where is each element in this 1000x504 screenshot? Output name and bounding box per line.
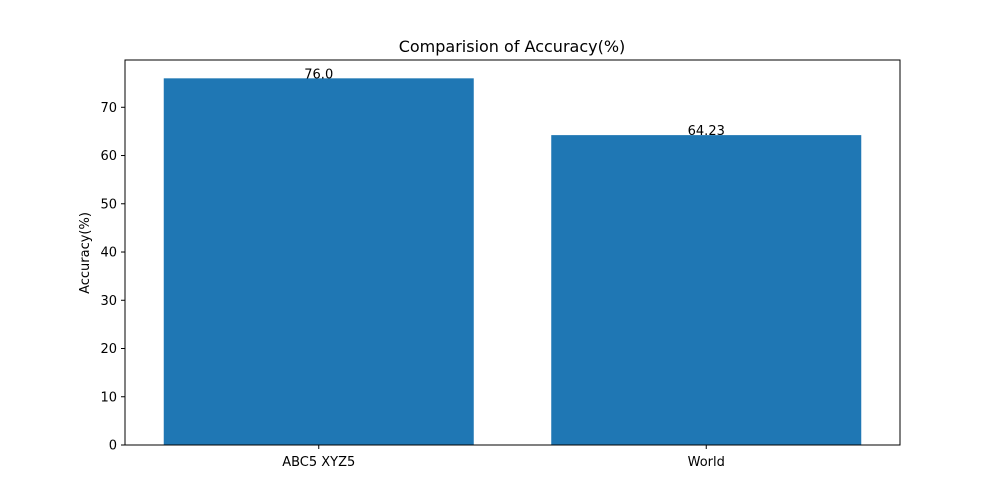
- y-tick-label: 0: [109, 439, 117, 454]
- bar-0: [163, 78, 474, 445]
- data-label: 64.23: [688, 124, 725, 139]
- y-tick-label: 50: [100, 197, 117, 212]
- x-axis-ticks: ABC5 XYZ5 World: [282, 445, 725, 470]
- y-tick-label: 30: [100, 294, 117, 309]
- x-tick-label: World: [688, 455, 725, 470]
- y-tick-label: 10: [100, 390, 117, 405]
- data-labels: 76.0 64.23: [304, 67, 725, 139]
- y-tick-label: 60: [100, 149, 117, 164]
- bars: [163, 78, 862, 445]
- data-label: 76.0: [304, 67, 333, 82]
- chart-title: Comparision of Accuracy(%): [399, 37, 626, 56]
- y-axis-ticks: 0 10 20 30 40 50 60 70: [100, 101, 125, 454]
- y-tick-label: 20: [100, 342, 117, 357]
- y-axis-label: Accuracy(%): [78, 212, 93, 294]
- x-tick-label: ABC5 XYZ5: [282, 455, 355, 470]
- y-tick-label: 70: [100, 101, 117, 116]
- y-tick-label: 40: [100, 246, 117, 261]
- plot-frame: [124, 59, 901, 446]
- bar-1: [551, 135, 862, 445]
